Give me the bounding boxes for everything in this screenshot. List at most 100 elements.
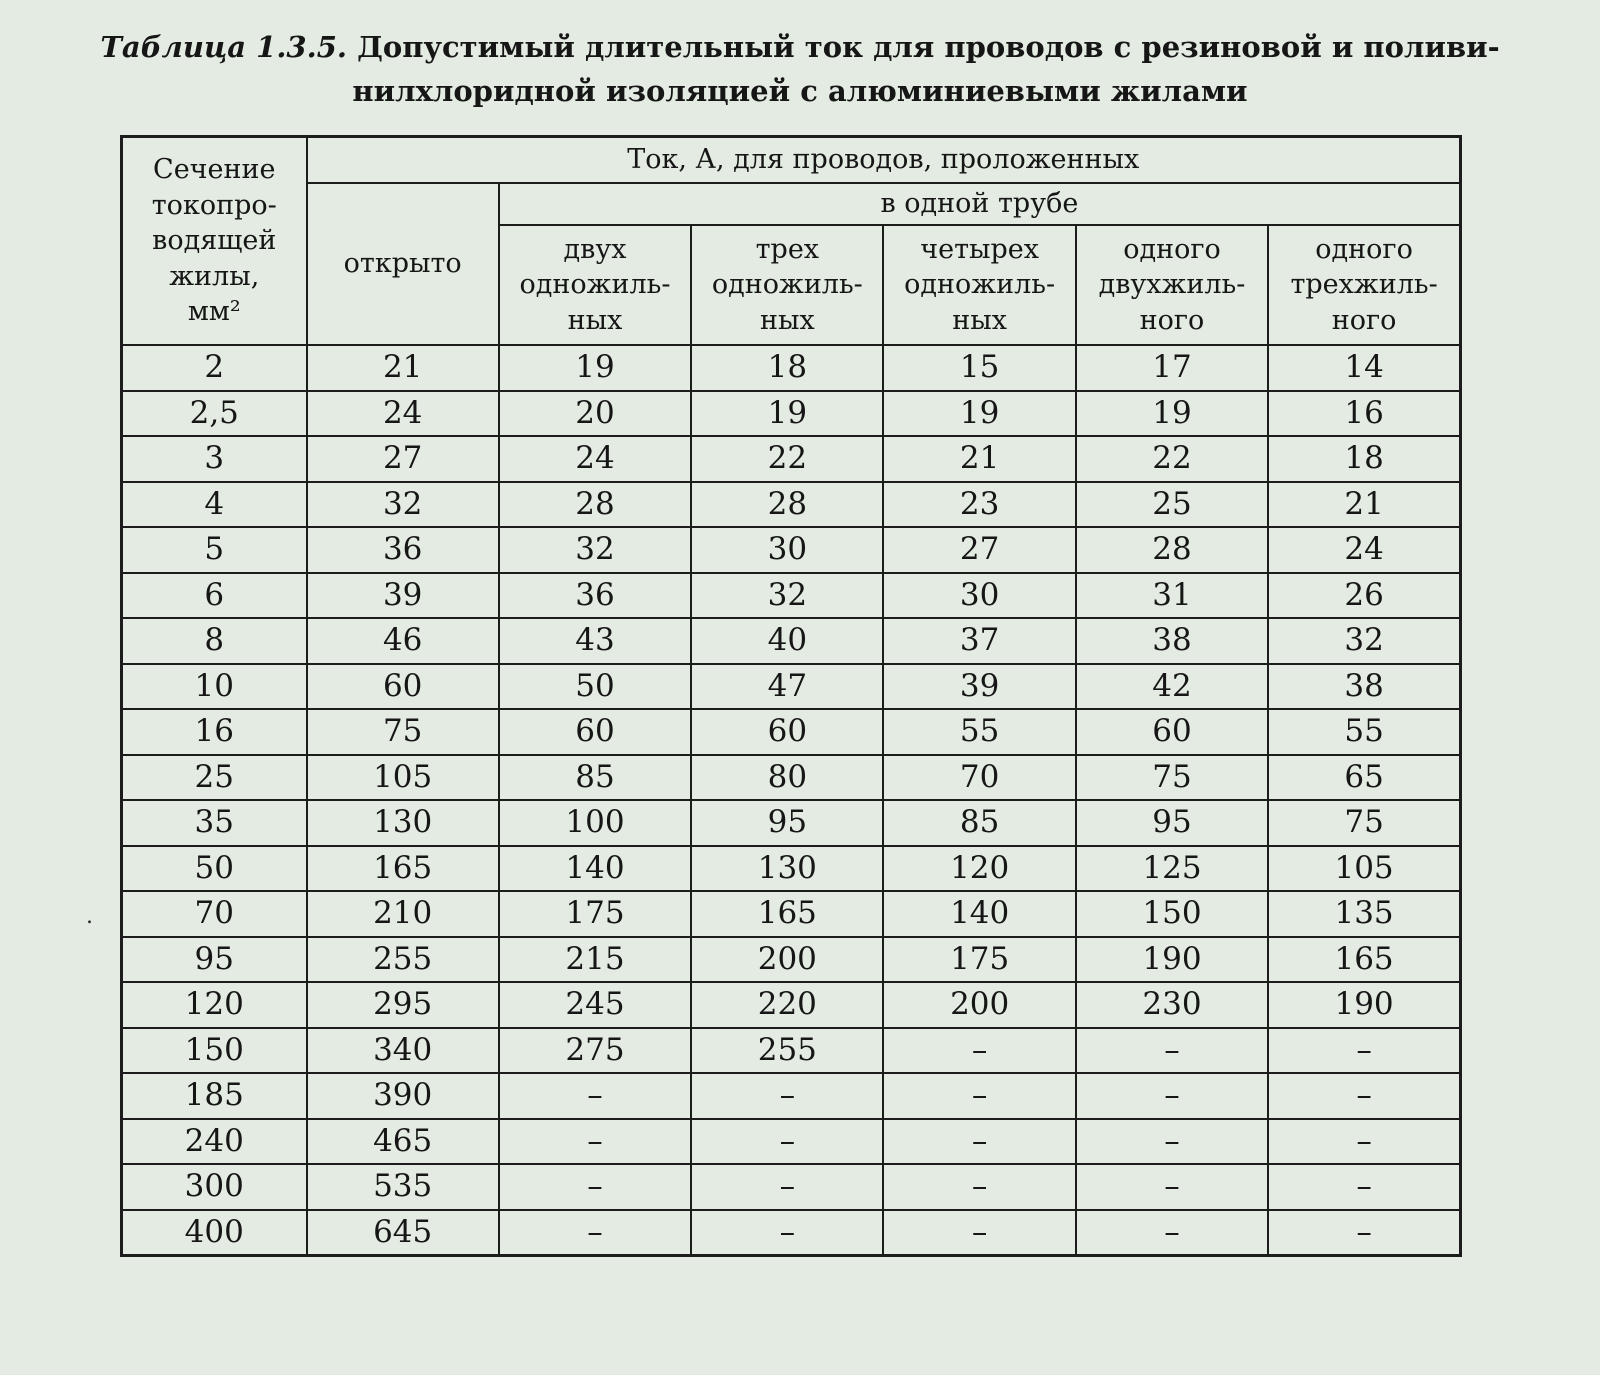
current-value-cell: – <box>497 1163 693 1211</box>
header-one-two-core: одного двухжиль- ного <box>1074 224 1270 346</box>
current-value-cell: 200 <box>690 935 885 983</box>
header-current-main: Ток, А, для проводов, проложенных <box>305 135 1462 184</box>
current-value-cell: 19 <box>497 344 693 392</box>
current-value-cell: 165 <box>305 844 500 892</box>
current-value-cell: 105 <box>1267 844 1462 892</box>
current-value-cell: 125 <box>1074 844 1270 892</box>
current-value-cell: 17 <box>1074 344 1270 392</box>
table-body: 2 21 19 18 15 17 14 2,5 24 20 19 19 19 16 3 27 24 22 21 22 1… <box>120 344 1462 1257</box>
cross-section-cell: 8 <box>120 617 308 665</box>
current-value-cell: 22 <box>690 435 885 483</box>
current-value-cell: 80 <box>690 753 885 801</box>
current-value-cell: 95 <box>690 799 885 847</box>
current-value-cell: – <box>690 1163 885 1211</box>
header-two-single-core: двух одножиль- ных <box>497 224 693 346</box>
cross-section-cell: 300 <box>120 1163 308 1211</box>
current-value-cell: – <box>882 1072 1077 1120</box>
header-three-single-core: трех одножиль- ных <box>690 224 885 346</box>
current-value-cell: 37 <box>882 617 1077 665</box>
header-row-1: Сечение токопро- водящей жилы, мм² Ток, … <box>120 135 1462 346</box>
current-value-cell: – <box>1267 1117 1462 1165</box>
table-row: 400 645– – – – – <box>120 1208 1462 1257</box>
current-value-cell: 20 <box>497 389 693 437</box>
cross-section-cell: 50 <box>120 844 308 892</box>
cross-section-cell: 95 <box>120 935 308 983</box>
current-value-cell: 19 <box>1074 389 1270 437</box>
current-value-cell: – <box>1267 1163 1462 1211</box>
current-value-cell: 535 <box>305 1163 500 1211</box>
current-value-cell: 190 <box>1074 935 1270 983</box>
current-value-cell: 230 <box>1074 981 1270 1029</box>
table-row: 16 75 60 60 55 60 55 <box>120 708 1462 756</box>
table-row: 240 465– – – – – <box>120 1117 1462 1165</box>
current-value-cell: 50 <box>497 662 693 710</box>
current-value-cell: 135 <box>1267 890 1462 938</box>
current-value-cell: 60 <box>690 708 885 756</box>
current-value-cell: 130 <box>690 844 885 892</box>
current-value-cell: 47 <box>690 662 885 710</box>
current-value-cell: 18 <box>690 344 885 392</box>
current-value-cell: 40 <box>690 617 885 665</box>
table-row: 2 21 19 18 15 17 14 <box>120 344 1462 392</box>
current-value-cell: 30 <box>690 526 885 574</box>
header-cross-section: Сечение токопро- водящей жилы, мм² <box>120 135 308 346</box>
current-value-cell: 275 <box>497 1026 693 1074</box>
current-value-cell: 95 <box>1074 799 1270 847</box>
cross-section-cell: 4 <box>120 480 308 528</box>
current-value-cell: 220 <box>690 981 885 1029</box>
cross-section-cell: 5 <box>120 526 308 574</box>
table-row: 120 295 245 220 200 230 190 <box>120 981 1462 1029</box>
current-value-cell: 36 <box>497 571 693 619</box>
current-value-cell: 75 <box>305 708 500 756</box>
current-value-cell: 75 <box>1267 799 1462 847</box>
header-one-pipe: в одной трубе <box>497 182 1462 226</box>
current-value-cell: – <box>690 1208 885 1257</box>
current-value-cell: 165 <box>1267 935 1462 983</box>
current-value-cell: 465 <box>305 1117 500 1165</box>
current-value-cell: 85 <box>882 799 1077 847</box>
table-title-number: Таблица 1.3.5. <box>100 30 347 64</box>
current-value-cell: 32 <box>305 480 500 528</box>
current-value-cell: 28 <box>497 480 693 528</box>
current-value-cell: 18 <box>1267 435 1462 483</box>
current-value-cell: – <box>1074 1163 1270 1211</box>
current-value-cell: – <box>497 1072 693 1120</box>
table-title: Таблица 1.3.5. Допустимый длительный ток… <box>70 26 1530 113</box>
current-value-cell: 31 <box>1074 571 1270 619</box>
current-value-cell: 22 <box>1074 435 1270 483</box>
current-value-cell: – <box>882 1026 1077 1074</box>
current-value-cell: 38 <box>1074 617 1270 665</box>
current-value-cell: 24 <box>497 435 693 483</box>
table-row: 70 210 175 165 140 150 135 <box>120 890 1462 938</box>
table-row: 5 36 32 30 27 28 24 <box>120 526 1462 574</box>
header-four-single-core: четырех одножиль- ных <box>882 224 1077 346</box>
current-value-cell: 140 <box>497 844 693 892</box>
current-value-cell: 140 <box>882 890 1077 938</box>
cross-section-cell: 2,5 <box>120 389 308 437</box>
current-value-cell: 25 <box>1074 480 1270 528</box>
cross-section-cell: 16 <box>120 708 308 756</box>
current-value-cell: 21 <box>305 344 500 392</box>
current-value-cell: – <box>882 1208 1077 1257</box>
current-value-cell: 175 <box>882 935 1077 983</box>
current-value-cell: – <box>1267 1072 1462 1120</box>
current-value-cell: 16 <box>1267 389 1462 437</box>
current-value-cell: 28 <box>690 480 885 528</box>
current-value-cell: 190 <box>1267 981 1462 1029</box>
header-open: открыто <box>305 182 500 346</box>
table-row: 95 255 215 200 175 190 165 <box>120 935 1462 983</box>
table-row: 6 39 36 32 30 31 26 <box>120 571 1462 619</box>
current-value-cell: 130 <box>305 799 500 847</box>
current-value-cell: 19 <box>690 389 885 437</box>
current-value-cell: 120 <box>882 844 1077 892</box>
current-value-cell: – <box>1267 1026 1462 1074</box>
table-row: 50 165 140 130 120 125 105 <box>120 844 1462 892</box>
current-value-cell: 27 <box>882 526 1077 574</box>
table-title-text: Допустимый длительный ток для проводов с… <box>352 30 1500 108</box>
current-value-cell: 390 <box>305 1072 500 1120</box>
table-row: 4 32 28 28 23 25 21 <box>120 480 1462 528</box>
scan-artifact-dot: . <box>86 904 93 929</box>
current-value-cell: 26 <box>1267 571 1462 619</box>
cross-section-cell: 10 <box>120 662 308 710</box>
current-value-cell: 24 <box>305 389 500 437</box>
